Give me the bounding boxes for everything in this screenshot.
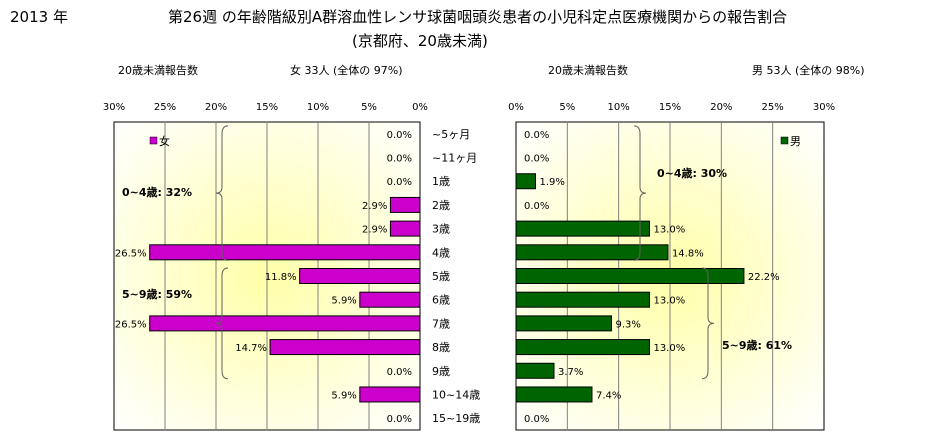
male-data-label: 14.8% — [672, 248, 704, 259]
age-category-label: 5歳 — [432, 270, 450, 283]
female-legend-swatch — [149, 136, 158, 145]
male-data-label: 3.7% — [558, 367, 583, 378]
male-brace-0-4 — [633, 125, 647, 261]
male-legend-label: 男 — [790, 135, 801, 148]
female-count-label: 20歳未満報告数 — [118, 64, 198, 77]
age-category-label: ~11ヶ月 — [432, 152, 477, 165]
age-category-label: 3歳 — [432, 223, 450, 236]
female-bar — [149, 315, 421, 332]
male-data-label: 13.0% — [653, 296, 685, 307]
male-data-label: 7.4% — [596, 390, 621, 401]
male-data-label: 0.0% — [524, 414, 549, 425]
female-tick-label: 0% — [412, 102, 428, 113]
female-bar — [359, 291, 421, 308]
male-tick-label: 20% — [710, 102, 732, 113]
female-bar — [299, 268, 421, 284]
age-category-label: 9歳 — [432, 365, 450, 378]
female-data-label: 2.9% — [362, 225, 387, 236]
male-bar — [515, 291, 650, 308]
female-data-label: 0.0% — [387, 177, 412, 188]
male-bar — [515, 220, 650, 237]
male-bar — [515, 244, 669, 261]
age-category-label: 7歳 — [432, 317, 450, 330]
female-tick-label: 15% — [256, 102, 278, 113]
female-data-label: 26.5% — [115, 248, 147, 259]
age-category-label: 2歳 — [432, 199, 450, 212]
male-legend-swatch — [780, 136, 789, 145]
male-data-label: 9.3% — [615, 319, 640, 330]
male-count-label: 20歳未満報告数 — [548, 64, 628, 77]
female-data-label: 5.9% — [331, 296, 356, 307]
male-data-label: 22.2% — [748, 272, 780, 283]
age-category-label: ~5ヶ月 — [432, 128, 470, 141]
male-bar — [515, 315, 612, 332]
age-category-label: 6歳 — [432, 294, 450, 307]
female-bar — [389, 196, 421, 213]
female-bar — [149, 244, 421, 261]
female-annotation-5-9: 5~9歳: 59% — [122, 287, 192, 301]
male-data-label: 13.0% — [653, 343, 685, 354]
female-data-label: 14.7% — [235, 343, 267, 354]
age-category-label: 8歳 — [432, 341, 450, 354]
female-bar — [269, 339, 421, 356]
female-data-label: 0.0% — [387, 130, 412, 141]
year-label: 2013 年 — [10, 8, 68, 26]
male-annotation-0-4: 0~4歳: 30% — [657, 166, 727, 180]
female-bar — [389, 220, 421, 237]
female-count-value: 女 33人 (全体の 97%) — [290, 64, 403, 77]
female-tick-label: 30% — [103, 102, 125, 113]
female-tick-label: 25% — [154, 102, 176, 113]
male-tick-label: 0% — [508, 102, 524, 113]
male-bar — [515, 339, 650, 356]
female-data-label: 5.9% — [331, 390, 356, 401]
female-data-label: 0.0% — [387, 367, 412, 378]
male-data-label: 0.0% — [524, 154, 549, 165]
female-annotation-0-4: 0~4歳: 32% — [122, 185, 192, 199]
female-data-label: 26.5% — [115, 319, 147, 330]
female-data-label: 0.0% — [387, 154, 412, 165]
male-data-label: 0.0% — [524, 130, 549, 141]
female-bar — [359, 386, 421, 403]
male-data-label: 1.9% — [540, 177, 565, 188]
male-annotation-5-9: 5~9歳: 61% — [722, 338, 792, 352]
male-tick-label: 10% — [608, 102, 630, 113]
female-tick-label: 5% — [361, 102, 377, 113]
female-data-label: 2.9% — [362, 201, 387, 212]
male-bar — [515, 362, 555, 379]
female-legend-label: 女 — [159, 134, 170, 148]
female-brace-5-9 — [215, 267, 229, 380]
female-data-label: 0.0% — [387, 414, 412, 425]
chart-title: 第26週 の年齢階級別A群溶血性レンサ球菌咽頭炎患者の小児科定点医療機関からの報… — [168, 8, 788, 26]
male-bar — [515, 268, 745, 284]
age-category-label: 1歳 — [432, 175, 450, 188]
male-tick-label: 15% — [659, 102, 681, 113]
age-category-label: 10~14歳 — [432, 388, 480, 401]
chart-subtitle: (京都府、20歳未満) — [352, 32, 488, 50]
female-tick-label: 20% — [205, 102, 227, 113]
male-brace-5-9 — [701, 267, 715, 380]
female-brace-0-4 — [215, 125, 229, 261]
age-category-label: 4歳 — [432, 246, 450, 259]
male-count-value: 男 53人 (全体の 98%) — [752, 64, 865, 77]
male-tick-label: 25% — [762, 102, 784, 113]
male-tick-label: 5% — [559, 102, 575, 113]
male-bar — [515, 173, 537, 190]
age-category-label: 15~19歳 — [432, 412, 480, 425]
female-tick-label: 10% — [307, 102, 329, 113]
male-bar — [515, 386, 593, 403]
male-data-label: 0.0% — [524, 201, 549, 212]
male-data-label: 13.0% — [653, 225, 685, 236]
female-data-label: 11.8% — [265, 272, 297, 283]
male-tick-label: 30% — [813, 102, 835, 113]
